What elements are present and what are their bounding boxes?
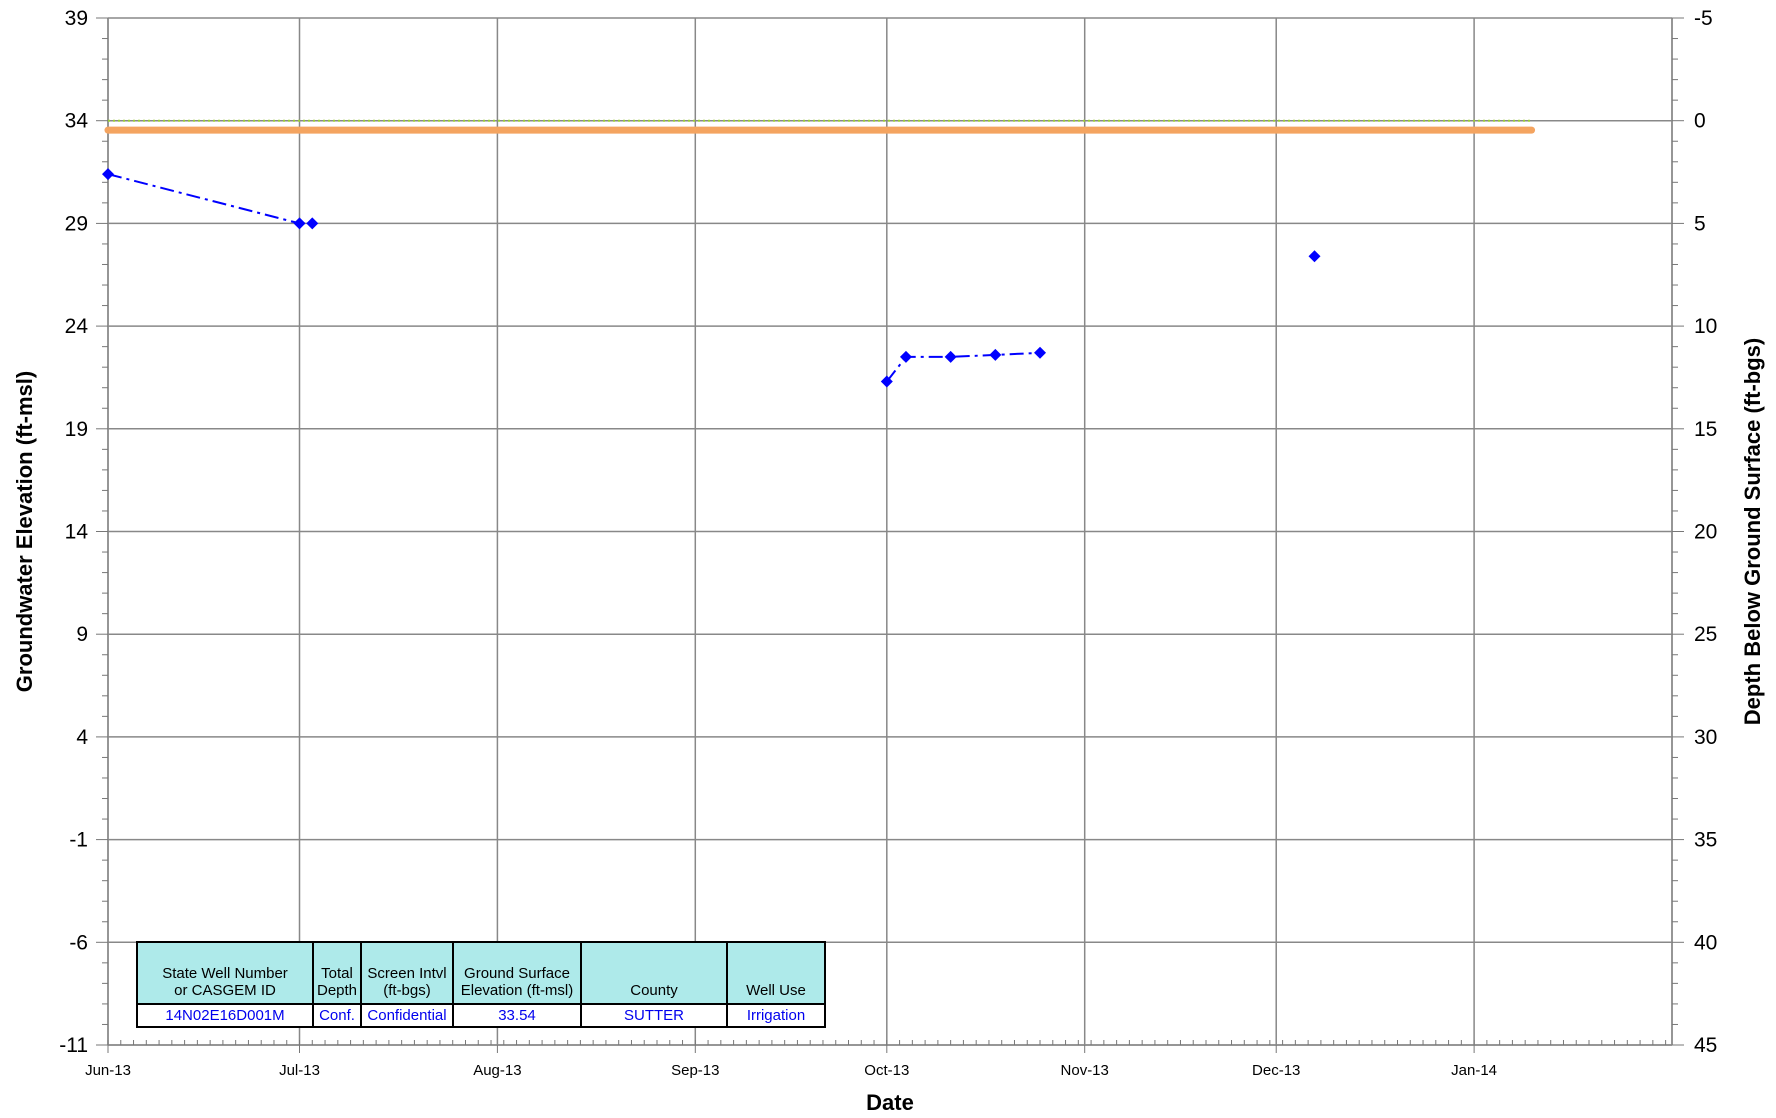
y-tick-label-right: 35 xyxy=(1694,829,1717,852)
value-county: SUTTER xyxy=(580,1003,728,1028)
y-axis-title-right: Depth Below Ground Surface (ft-bgs) xyxy=(1740,338,1765,725)
data-point-marker xyxy=(306,217,319,230)
y-tick-label-right: 20 xyxy=(1694,521,1717,544)
y-tick-label-right: -5 xyxy=(1694,7,1713,30)
header-state-well-number: State Well Number or CASGEM ID xyxy=(136,941,314,1005)
y-tick-label-left: 29 xyxy=(65,212,88,235)
y-tick-label-left: 4 xyxy=(76,726,88,749)
y-tick-label-right: 0 xyxy=(1694,110,1706,133)
data-point-marker xyxy=(899,350,912,363)
y-tick-label-right: 5 xyxy=(1694,212,1706,235)
well-info-value-row: 14N02E16D001M Conf. Confidential 33.54 S… xyxy=(136,1003,826,1028)
y-tick-label-right: 30 xyxy=(1694,726,1717,749)
y-tick-label-left: -6 xyxy=(69,931,88,954)
header-screen-interval: Screen Intvl (ft-bgs) xyxy=(360,941,454,1005)
data-point-marker xyxy=(944,350,957,363)
y-tick-label-right: 40 xyxy=(1694,931,1717,954)
y-tick-label-left: -11 xyxy=(59,1034,88,1057)
header-county: County xyxy=(580,941,728,1005)
y-axis-title-left: Groundwater Elevation (ft-msl) xyxy=(12,371,37,692)
x-tick-label: Sep-13 xyxy=(671,1062,719,1079)
value-total-depth: Conf. xyxy=(312,1003,362,1028)
header-well-use: Well Use xyxy=(726,941,826,1005)
data-point-marker xyxy=(880,375,893,388)
series-line-segment xyxy=(107,173,313,225)
value-screen-interval: Confidential xyxy=(360,1003,454,1028)
series-groundwater-elevation xyxy=(102,168,1321,388)
tick-labels: 39 34 29 24 19 14 9 4 -1 -6 -11 -5 0 5 10 15 20 25 30 35 40 4… xyxy=(59,7,1717,1079)
data-point-marker xyxy=(1034,346,1047,359)
value-well-use: Irrigation xyxy=(726,1003,826,1028)
y-tick-label-right: 10 xyxy=(1694,315,1717,338)
x-tick-label: Nov-13 xyxy=(1061,1062,1109,1079)
header-ground-surface-elevation: Ground Surface Elevation (ft-msl) xyxy=(452,941,582,1005)
y-tick-label-left: -1 xyxy=(69,829,88,852)
axes xyxy=(96,17,1684,1053)
x-tick-label: Jan-14 xyxy=(1451,1062,1497,1079)
x-tick-label: Aug-13 xyxy=(473,1062,521,1079)
x-tick-label: Oct-13 xyxy=(864,1062,909,1079)
y-tick-label-right: 45 xyxy=(1694,1034,1717,1057)
x-tick-label: Jul-13 xyxy=(279,1062,320,1079)
data-point-marker xyxy=(989,348,1002,361)
well-info-header-row: State Well Number or CASGEM ID Total Dep… xyxy=(136,941,826,1005)
y-tick-label-left: 19 xyxy=(65,418,88,441)
x-tick-label: Dec-13 xyxy=(1252,1062,1300,1079)
data-point-marker xyxy=(102,168,114,181)
data-point-marker xyxy=(293,217,306,230)
y-tick-label-left: 9 xyxy=(76,623,88,646)
value-ground-surface-elevation: 33.54 xyxy=(452,1003,582,1028)
reference-lines xyxy=(104,119,1536,134)
value-state-well-number: 14N02E16D001M xyxy=(136,1003,314,1028)
gridlines xyxy=(107,17,1673,1046)
data-point-marker xyxy=(1308,250,1321,263)
well-info-table: State Well Number or CASGEM ID Total Dep… xyxy=(136,941,826,1028)
x-tick-label: Jun-13 xyxy=(85,1062,131,1079)
y-tick-label-right: 15 xyxy=(1694,418,1717,441)
y-tick-label-left: 39 xyxy=(65,7,88,30)
y-tick-label-left: 14 xyxy=(65,521,89,544)
y-tick-label-right: 25 xyxy=(1694,623,1717,646)
y-tick-label-left: 24 xyxy=(65,315,89,338)
y-tick-label-left: 34 xyxy=(65,110,89,133)
x-axis-title: Date xyxy=(866,1090,914,1115)
header-total-depth: Total Depth xyxy=(312,941,362,1005)
